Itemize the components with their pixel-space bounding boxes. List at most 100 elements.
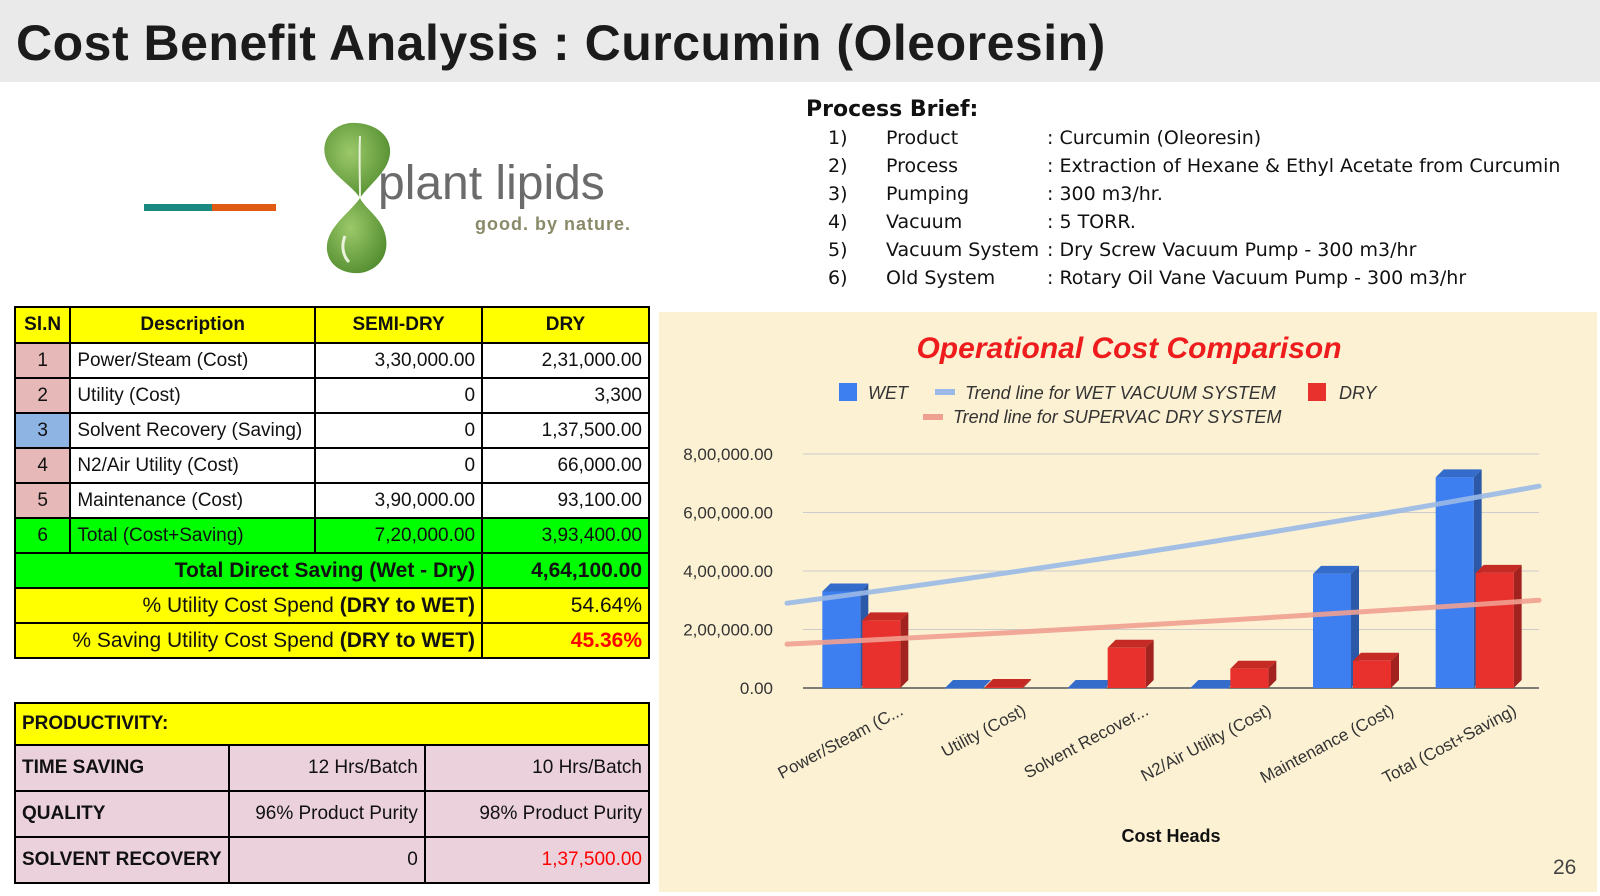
row-description: Power/Steam (Cost): [69, 342, 317, 379]
chart-title: Operational Cost Comparison: [916, 332, 1341, 365]
productivity-heading-row: PRODUCTIVITY:: [14, 702, 650, 746]
brief-item-number: 2): [828, 155, 848, 177]
bar-dry-top: [862, 612, 909, 621]
direct-saving-value: 4,64,100.00: [481, 552, 650, 589]
table-row: SOLVENT RECOVERY 0 1,37,500.00: [14, 836, 651, 884]
title-bar: Cost Benefit Analysis : Curcumin (Oleore…: [0, 0, 1600, 82]
legend-swatch-dry: [1308, 383, 1326, 401]
y-tick-label: 4,00,000.00: [683, 562, 773, 581]
total-semi-dry-value: 7,20,000.00: [314, 517, 484, 554]
row-dry-value: 3,300: [481, 377, 650, 414]
bar-wet-top: [1190, 680, 1237, 688]
bar-dry-side: [1023, 679, 1031, 688]
row-dry-value: 66,000.00: [481, 447, 650, 484]
brief-item-key: Vacuum: [886, 211, 963, 233]
bar-dry-side: [1391, 652, 1399, 688]
bar-dry-top: [1475, 564, 1522, 573]
legend-label-dry: DRY: [1339, 383, 1378, 403]
legend-label-dry-trend: Trend line for SUPERVAC DRY SYSTEM: [953, 407, 1281, 427]
bar-dry: [1475, 572, 1514, 688]
row-number: 4: [13, 447, 72, 484]
row-description: Solvent Recovery (Saving): [69, 412, 317, 449]
brief-item-value: : 5 TORR.: [1047, 211, 1136, 233]
brief-item-key: Old System: [886, 267, 996, 289]
header-dry: DRY: [481, 306, 650, 344]
brief-item: 1) Product : Curcumin (Oleoresin): [806, 124, 1596, 152]
table-header-row: Sl.N Description SEMI-DRY DRY: [13, 306, 650, 344]
productivity-semi-dry: 96% Product Purity: [227, 790, 426, 838]
header-description: Description: [69, 306, 317, 344]
saving-spend-label-bold: (DRY to WET): [339, 628, 476, 652]
utility-spend-label: % Utility Cost Spend (DRY to WET): [13, 587, 484, 624]
row-number: 2: [13, 377, 72, 414]
trendline-wet: [784, 483, 1542, 606]
row-description: Utility (Cost): [69, 377, 317, 414]
x-tick-label: N2/Air Utility (Cost): [1138, 701, 1275, 786]
bar-dry: [985, 687, 1023, 688]
bar-wet: [1190, 688, 1229, 689]
bar-dry-side: [1145, 639, 1154, 688]
bar-wet: [1067, 688, 1106, 689]
brief-item-value: : Dry Screw Vacuum Pump - 300 m3/hr: [1047, 239, 1417, 261]
x-tick-label: Total (Cost+Saving): [1379, 701, 1519, 788]
x-tick-label: Utility (Cost): [938, 701, 1029, 761]
table-row: TIME SAVING 12 Hrs/Batch 10 Hrs/Batch: [14, 744, 651, 792]
bar-wet-top: [945, 680, 991, 688]
legend-label-wet: WET: [868, 383, 910, 403]
brief-item-number: 1): [828, 127, 848, 149]
bar-wet: [1313, 573, 1351, 688]
brief-item-value: : Rotary Oil Vane Vacuum Pump - 300 m3/h…: [1047, 267, 1467, 289]
bar-wet-top: [1067, 680, 1114, 688]
saving-spend-label-text: % Saving Utility Cost Spend: [72, 628, 340, 652]
row-dry-value: 93,100.00: [481, 482, 650, 519]
bar-dry: [1107, 647, 1146, 688]
table-row: 2 Utility (Cost) 0 3,300: [13, 377, 650, 414]
row-semi-dry-value: 0: [314, 447, 484, 484]
bar-wet-top: [822, 583, 869, 592]
brief-item-number: 6): [828, 267, 848, 289]
saving-spend-row: % Saving Utility Cost Spend (DRY to WET)…: [13, 622, 650, 659]
productivity-label: TIME SAVING: [14, 744, 230, 792]
table-row: 4 N2/Air Utility (Cost) 0 66,000.00: [13, 447, 650, 484]
productivity-table: PRODUCTIVITY: TIME SAVING 12 Hrs/Batch 1…: [14, 702, 651, 884]
logo-orange-line: [212, 204, 276, 211]
process-brief: Process Brief: 1) Product : Curcumin (Ol…: [806, 97, 1596, 292]
cost-table: Sl.N Description SEMI-DRY DRY 1 Power/St…: [13, 306, 650, 659]
productivity-semi-dry: 0: [227, 836, 426, 884]
page-title: Cost Benefit Analysis : Curcumin (Oleore…: [16, 15, 1106, 71]
direct-saving-label: Total Direct Saving (Wet - Dry): [13, 552, 484, 589]
chart-panel: Operational Cost Comparison WET Trend line…: [659, 312, 1597, 892]
row-dry-value: 2,31,000.00: [481, 342, 650, 379]
bar-dry-side: [1268, 660, 1277, 688]
saving-spend-label: % Saving Utility Cost Spend (DRY to WET): [13, 622, 484, 659]
total-dry-value: 3,93,400.00: [481, 517, 650, 554]
x-axis-title: Cost Heads: [1121, 826, 1220, 846]
brief-item-key: Process: [886, 155, 959, 177]
brief-item-key: Pumping: [886, 183, 970, 205]
logo-teal-line: [144, 204, 214, 211]
row-number: 3: [13, 412, 72, 449]
x-tick-label: Solvent Recover...: [1021, 701, 1152, 783]
table-row: 5 Maintenance (Cost) 3,90,000.00 93,100.…: [13, 482, 650, 519]
bar-wet: [945, 688, 983, 689]
productivity-label: SOLVENT RECOVERY: [14, 836, 230, 884]
x-tick-label: Power/Steam (C...: [775, 701, 907, 783]
bar-dry-top: [1230, 660, 1277, 669]
leaf-drop-icon: [324, 122, 391, 274]
brief-item-number: 3): [828, 183, 848, 205]
y-tick-label: 0.00: [740, 679, 773, 698]
bar-dry-top: [1353, 652, 1399, 661]
brief-item: 3) Pumping : 300 m3/hr.: [806, 180, 1596, 208]
bar-dry-top: [985, 679, 1031, 688]
brief-item-number: 4): [828, 211, 848, 233]
header-sl: Sl.N: [13, 306, 72, 344]
productivity-semi-dry: 12 Hrs/Batch: [227, 744, 426, 792]
row-description: N2/Air Utility (Cost): [69, 447, 317, 484]
operational-cost-chart: Operational Cost Comparison WET Trend line…: [683, 332, 1542, 846]
page-number: 26: [1553, 856, 1577, 879]
utility-spend-label-text: % Utility Cost Spend: [142, 593, 340, 617]
productivity-dry: 98% Product Purity: [423, 790, 651, 838]
brief-item-number: 5): [828, 239, 848, 261]
bar-dry: [1353, 660, 1391, 688]
y-tick-label: 8,00,000.00: [683, 445, 773, 464]
